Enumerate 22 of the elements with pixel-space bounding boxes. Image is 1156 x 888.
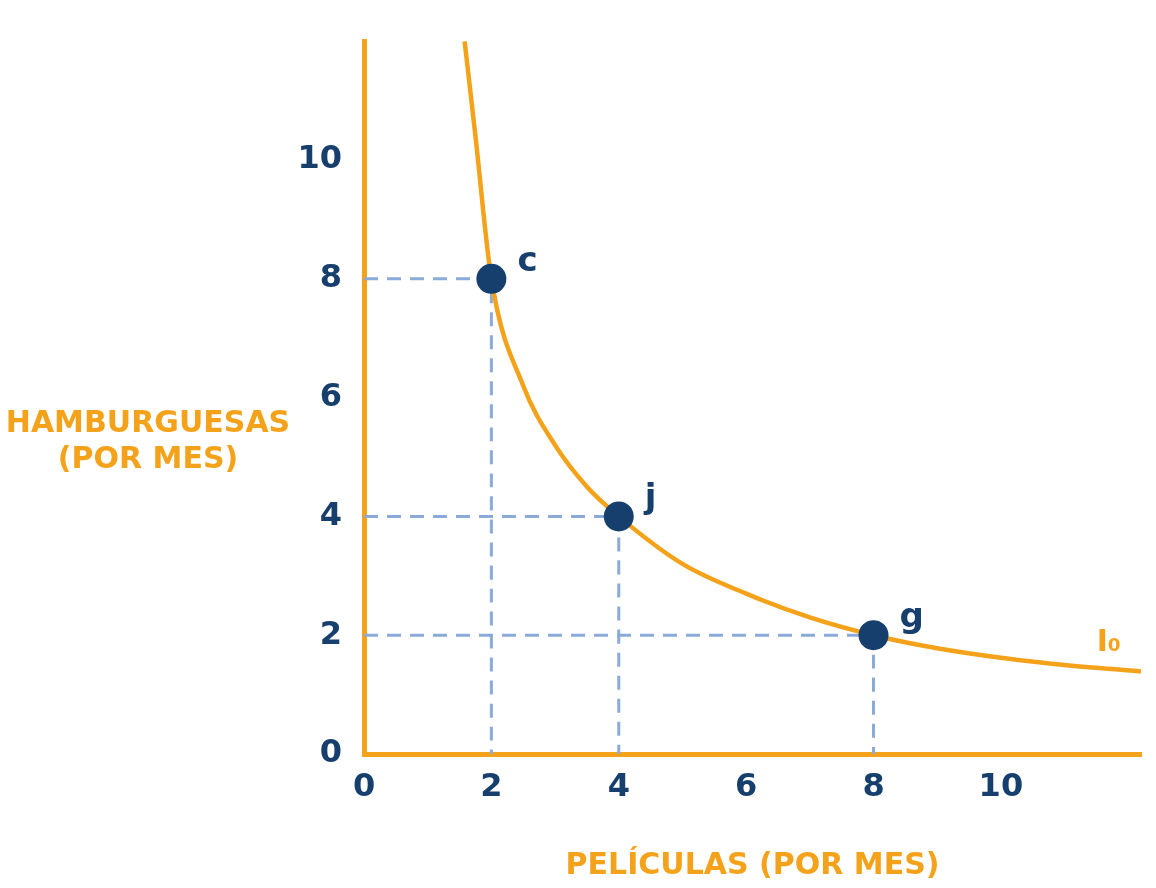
- annotation: j: [642, 476, 657, 517]
- y-tick-label: 6: [319, 375, 342, 414]
- x-tick-label: 0: [352, 765, 376, 804]
- annotation: c: [517, 238, 538, 279]
- x-tick-label: 4: [607, 765, 630, 804]
- x-tick-label: 6: [735, 765, 758, 804]
- y-tick-label: 2: [319, 613, 342, 652]
- y-tick-label: 10: [297, 138, 342, 177]
- series-label: I₀: [1096, 623, 1121, 659]
- point: [858, 620, 889, 651]
- point: [603, 501, 634, 532]
- point: [476, 263, 507, 294]
- x-tick-label: 10: [978, 765, 1024, 804]
- y-tick-label: 8: [319, 257, 342, 296]
- annotation: g: [899, 595, 924, 636]
- x-tick-label: 8: [862, 765, 885, 804]
- y-tick-label: 0: [319, 732, 342, 771]
- x-axis-title: PELÍCULAS (POR MES): [565, 845, 940, 881]
- line-series: [462, 41, 1141, 674]
- y-tick-label: 4: [319, 494, 342, 533]
- y-axis-title: HAMBURGUESAS (POR MES): [5, 404, 291, 475]
- x-tick-label: 2: [480, 765, 503, 804]
